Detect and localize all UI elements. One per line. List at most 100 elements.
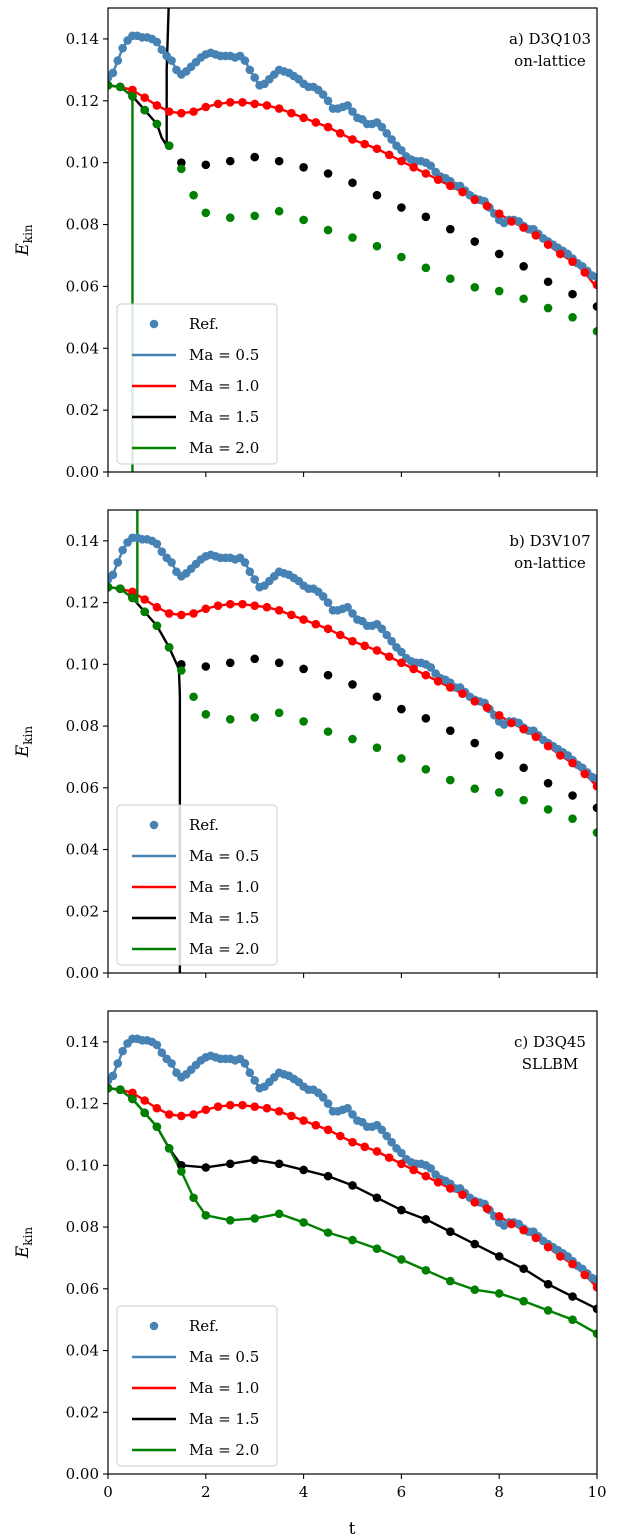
ref-point-ma-1-0	[482, 201, 492, 211]
ref-point-ma-1-5	[225, 1159, 235, 1169]
ref-point-ma-2-0	[128, 91, 137, 101]
ref-point-ma-0-5	[382, 128, 392, 138]
ref-point-ma-1-0	[372, 1147, 382, 1156]
ref-point-ma-1-0	[556, 751, 565, 760]
ref-point-ma-2-0	[189, 692, 198, 702]
panel-annotation: c) D3Q45	[514, 1033, 586, 1051]
ref-point-ma-1-5	[250, 1155, 259, 1165]
ref-point-ma-0-5	[152, 1040, 162, 1050]
ref-point-ma-2-0	[372, 743, 382, 752]
panel-annotation: on-lattice	[514, 554, 586, 572]
ref-point-ma-1-0	[458, 1190, 467, 1199]
ref-point-ma-0-5	[108, 1071, 118, 1081]
ref-point-ma-1-0	[262, 602, 272, 612]
ref-point-ma-1-0	[287, 1111, 296, 1121]
legend-label: Ma = 1.0	[189, 1379, 259, 1397]
ref-point-ma-2-0	[397, 754, 406, 763]
ref-point-ma-1-5	[446, 726, 455, 735]
ref-point-ma-1-5	[372, 1193, 382, 1203]
ref-point-ma-1-0	[348, 636, 357, 646]
ref-point-ma-0-5	[245, 1068, 255, 1078]
ref-point-ma-1-0	[213, 1102, 223, 1111]
ref-point-ma-1-0	[543, 1242, 553, 1252]
ref-point-ma-2-0	[177, 666, 186, 675]
ref-point-ma-1-0	[201, 604, 211, 614]
ref-point-ma-2-0	[323, 1228, 333, 1237]
y-tick-label: 0.02	[66, 401, 99, 419]
axes-frame	[107, 509, 598, 974]
ref-point-ma-1-0	[592, 1282, 597, 1292]
ref-point-ma-0-5	[152, 539, 162, 549]
ref-point-ma-0-5	[318, 1093, 328, 1102]
ref-point-ma-2-0	[274, 206, 284, 216]
ref-point-ma-1-0	[446, 181, 455, 191]
ref-point-ma-2-0	[299, 717, 308, 726]
x-tick-label: 4	[299, 1483, 309, 1501]
legend-box	[116, 804, 278, 966]
ref-point-ma-2-0	[568, 814, 577, 823]
ref-point-ma-1-0	[238, 599, 247, 609]
ref-point-ma-1-0	[164, 107, 174, 116]
ref-point-ma-2-0	[189, 190, 198, 200]
ref-point-ma-1-0	[164, 1110, 174, 1119]
ref-point-ma-1-0	[287, 108, 296, 118]
ref-point-ma-2-0	[128, 1094, 137, 1104]
y-tick-label: 0.00	[66, 463, 99, 481]
ref-point-ma-2-0	[446, 1276, 455, 1286]
legend: Ref. Ma = 0.5 Ma = 1.0 Ma = 1.5 Ma = 2.0	[116, 303, 278, 465]
ref-point-ma-1-5	[421, 1215, 431, 1224]
ref-point-ma-0-5	[348, 107, 357, 116]
ref-point-ma-1-5	[177, 660, 186, 669]
ref-point-ma-1-0	[592, 781, 597, 791]
ref-point-ma-1-5	[177, 1161, 186, 1170]
plot-area	[108, 8, 597, 472]
ref-point-ma-1-5	[592, 803, 597, 813]
ref-point-ma-1-0	[543, 240, 553, 249]
legend-label: Ref.	[189, 1317, 219, 1335]
ref-point-ma-2-0	[274, 1209, 284, 1219]
ref-point-ma-2-0	[592, 1329, 597, 1338]
y-tick-label: 0.12	[66, 594, 99, 612]
ref-point-ma-2-0	[225, 213, 235, 223]
ref-point-ma-1-0	[409, 163, 418, 172]
ref-point-ma-0-5	[387, 636, 396, 646]
ref-point-ma-0-5	[118, 545, 127, 555]
axes-frame	[107, 1010, 598, 1475]
ref-point-ma-1-0	[299, 615, 308, 624]
ref-point-ma-1-5	[250, 654, 259, 664]
ref-point-ma-2-0	[140, 1108, 149, 1118]
ref-point-ma-1-0	[446, 1184, 455, 1193]
ref-point-ma-0-5	[348, 1110, 357, 1119]
ref-point-ma-1-0	[189, 107, 198, 116]
series-line-ma-2-0	[108, 1086, 597, 1335]
ref-point-ma-1-0	[531, 732, 541, 742]
ref-point-ma-1-0	[360, 1142, 370, 1152]
ref-point-ma-2-0	[177, 164, 186, 174]
ref-point-ma-1-0	[140, 93, 149, 103]
ref-point-ma-1-0	[299, 1116, 308, 1125]
ref-point-ma-1-5	[446, 1227, 455, 1236]
legend-label: Ma = 1.0	[189, 878, 259, 896]
ref-point-ma-1-0	[274, 606, 284, 615]
ref-point-ma-1-5	[494, 751, 504, 760]
x-axis-label: t	[349, 1519, 356, 1539]
ref-point-ma-1-5	[519, 1264, 528, 1274]
ref-point-ma-1-5	[519, 261, 528, 271]
ref-point-ma-1-5	[543, 1279, 553, 1289]
ref-point-ma-1-5	[592, 302, 597, 311]
ref-point-ma-2-0	[494, 1289, 504, 1298]
y-tick-label: 0.08	[66, 717, 99, 735]
ref-point-ma-1-0	[177, 1111, 186, 1121]
ref-point-ma-1-5	[519, 763, 528, 773]
ref-point-ma-2-0	[164, 643, 174, 652]
y-tick-label: 0.10	[66, 1156, 99, 1174]
ref-point-ma-1-0	[507, 718, 516, 728]
y-tick-label: 0.14	[66, 30, 99, 48]
ref-point-ma-0-5	[343, 602, 352, 612]
ref-point-ma-1-0	[580, 769, 590, 779]
ref-point-ma-1-0	[519, 724, 528, 734]
ref-point-ma-1-0	[201, 1105, 211, 1115]
ref-point-ma-0-5	[426, 1164, 436, 1173]
ref-point-ma-0-5	[240, 558, 250, 567]
ref-point-ma-0-5	[250, 575, 259, 584]
